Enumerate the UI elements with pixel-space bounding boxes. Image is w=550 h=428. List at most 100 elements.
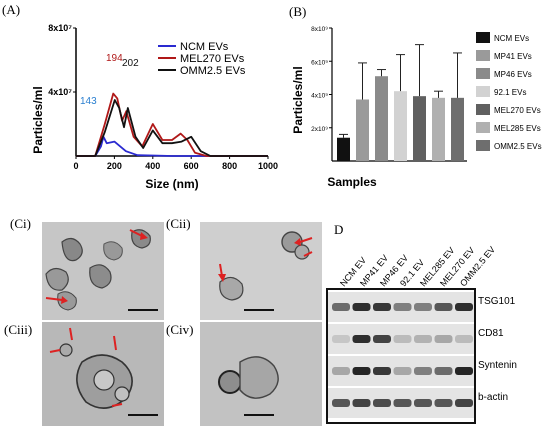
blot-band (393, 367, 412, 375)
panel-label-ciii: (Ciii) (4, 322, 33, 337)
y-axis-label: Particles/ml (291, 66, 305, 133)
band-row-syntenin (328, 356, 474, 386)
blot-band (455, 335, 473, 343)
scale-bar (244, 414, 274, 416)
x-axis-label: Samples (327, 175, 377, 189)
y-tick-label: 4x10⁹ (311, 93, 328, 100)
y-tick-label: 8x10⁹ (311, 26, 328, 33)
blot-band (414, 303, 432, 311)
tem-image-ciii (42, 322, 164, 426)
legend-label: MEL270 EVs (180, 53, 245, 65)
blot-band (332, 367, 350, 375)
tem-image-cii (200, 222, 322, 320)
x-tick-label: 600 (184, 161, 199, 171)
legend-label: OMM2.5 EVs (494, 142, 542, 151)
scale-bar (128, 414, 158, 416)
legend-swatch (476, 50, 490, 61)
blot-band (455, 399, 473, 407)
panel-label-a: (A) (2, 2, 21, 17)
x-axis-label: Size (nm) (145, 177, 198, 191)
blot-band (373, 367, 391, 375)
peak-annotation: 143 (80, 96, 97, 107)
blot-band (434, 399, 453, 407)
blot-band (414, 367, 432, 375)
x-tick-label: 800 (222, 161, 237, 171)
blot-band (373, 303, 391, 311)
panel-label-ci: (Ci) (10, 216, 31, 231)
legend-swatch (476, 32, 490, 43)
band-label-cd81: CD81 (478, 328, 504, 339)
legend-swatch (476, 86, 490, 97)
blot-band (352, 335, 371, 343)
panel-label-civ: (Civ) (166, 322, 194, 337)
tem-image-ci (42, 222, 164, 320)
blot-band (455, 367, 473, 375)
legend-label: NCM EVs (494, 34, 529, 43)
legend-swatch (476, 68, 490, 79)
y-tick-label: 8x10⁷ (48, 23, 72, 33)
blot-band (393, 335, 412, 343)
legend-swatch (476, 104, 490, 115)
legend-label: MP41 EVs (494, 52, 532, 61)
peak-annotation: 202 (122, 58, 139, 69)
peak-annotation: 194 (106, 53, 123, 64)
y-tick-label: 4x10⁷ (48, 87, 72, 97)
band-row-tsg101 (328, 292, 474, 322)
blot-band (455, 303, 473, 311)
band-label-b-actin: b-actin (478, 392, 509, 403)
panel-label-d: D (334, 222, 344, 237)
x-tick-label: 0 (73, 161, 78, 171)
legend-label: MEL285 EVs (494, 124, 541, 133)
western-blot (326, 288, 476, 424)
series-line-ncm-evs (76, 135, 268, 157)
legend-label: MP46 EVs (494, 70, 532, 79)
band-row-cd81 (328, 324, 474, 354)
legend-label: OMM2.5 EVs (180, 65, 246, 77)
blot-band (373, 335, 391, 343)
band-label-tsg101: TSG101 (478, 296, 516, 307)
blot-band (414, 399, 432, 407)
legend-label: 92.1 EVs (494, 88, 526, 97)
legend-swatch (476, 140, 490, 151)
series-line-mel270-evs (76, 92, 268, 157)
bar (413, 96, 426, 161)
band-row-b-actin (328, 388, 474, 418)
blot-band (373, 399, 391, 407)
concentration-bar-chart: Particles/ml Samples 2x10⁹ 4x10⁹ 6x10⁹ 8x10… (291, 26, 542, 189)
scale-bar (128, 309, 158, 311)
blot-band (393, 399, 412, 407)
blot-band (434, 335, 453, 343)
bar (394, 91, 407, 161)
tem-image-civ (200, 322, 322, 426)
scale-bar (244, 309, 274, 311)
band-label-syntenin: Syntenin (478, 360, 517, 371)
blot-band (332, 399, 350, 407)
legend-label: MEL270 EVs (494, 106, 541, 115)
bar (356, 99, 369, 161)
blot-band (332, 335, 350, 343)
series-line-omm2-5-evs (76, 99, 268, 157)
x-tick-label: 1000 (258, 161, 278, 171)
blot-band (352, 303, 371, 311)
panel-label-cii: (Cii) (166, 216, 191, 231)
blot-band (434, 367, 453, 375)
x-tick-label: 200 (107, 161, 122, 171)
y-tick-label: 6x10⁹ (311, 59, 328, 66)
blot-band (352, 399, 371, 407)
y-tick-label: 2x10⁹ (311, 126, 328, 133)
x-tick-label: 400 (145, 161, 160, 171)
blot-band (352, 367, 371, 375)
blot-band (332, 303, 350, 311)
bar (432, 97, 445, 161)
legend-label: NCM EVs (180, 41, 229, 53)
size-distribution-chart: Particles/ml Size (nm) 0 200 400 600 800 1000… (31, 23, 278, 191)
bar (375, 76, 388, 161)
bar (337, 137, 350, 161)
y-axis-label: Particles/ml (31, 86, 45, 153)
blot-band (414, 335, 432, 343)
blot-band (393, 303, 412, 311)
legend-swatch (476, 122, 490, 133)
bar (451, 97, 464, 161)
panel-label-b: (B) (289, 4, 307, 19)
blot-band (434, 303, 453, 311)
